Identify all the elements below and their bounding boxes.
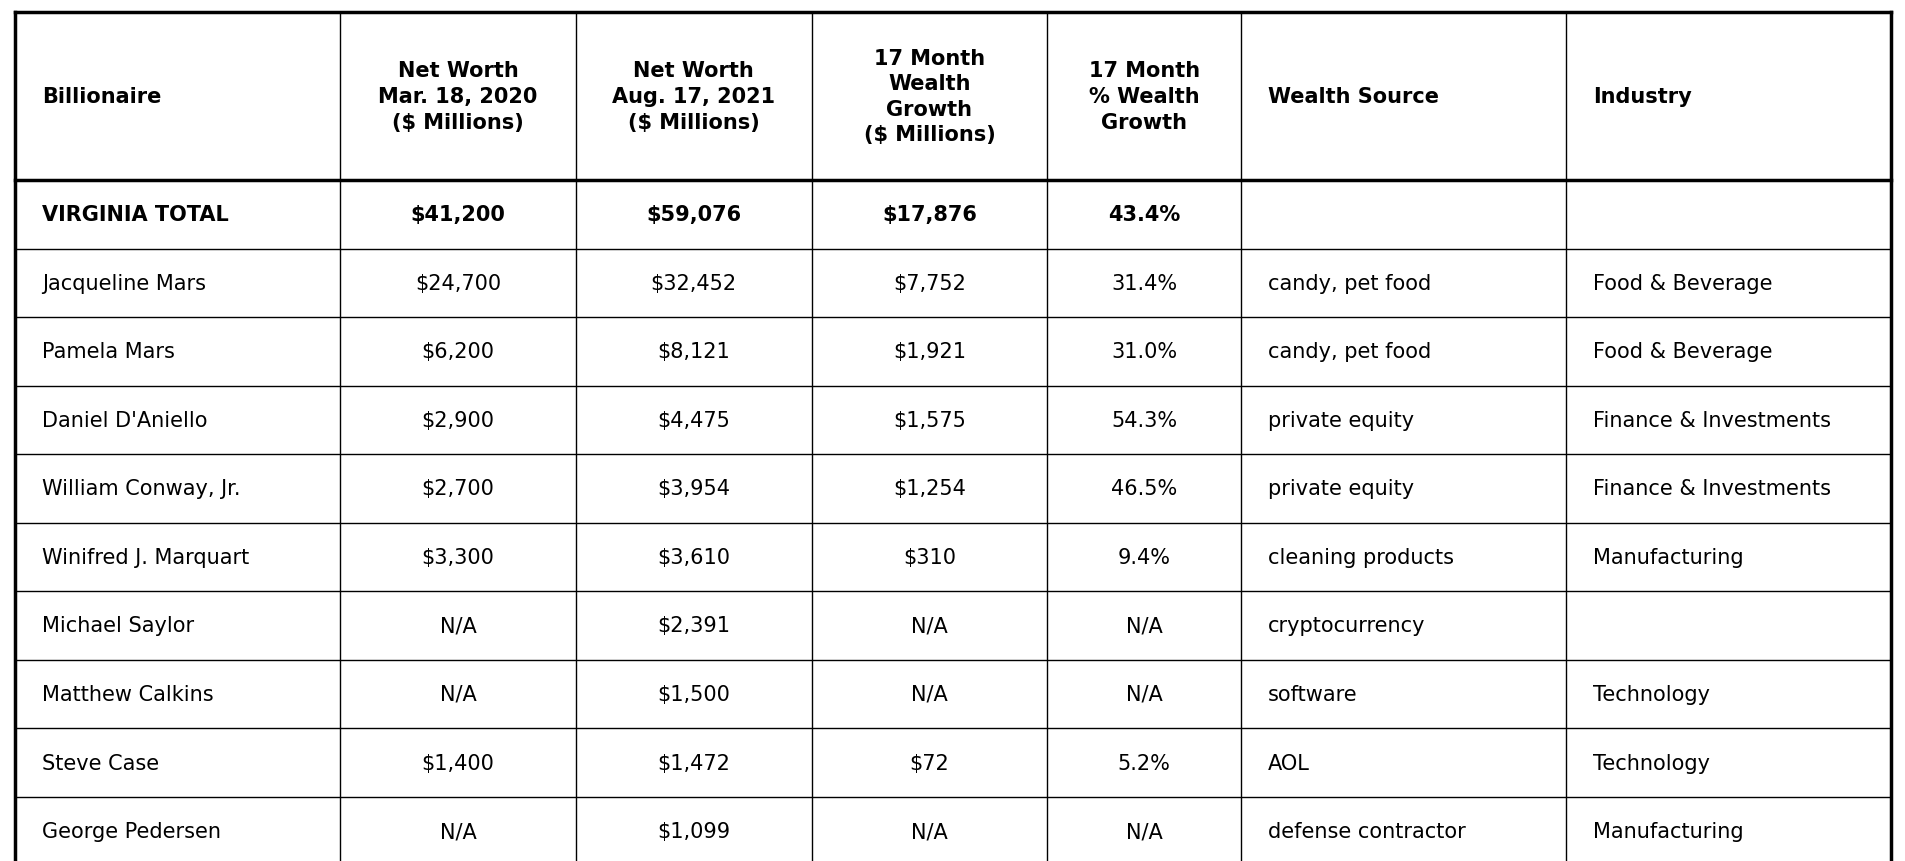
- Text: $3,954: $3,954: [657, 479, 730, 499]
- Text: $3,610: $3,610: [657, 548, 730, 567]
- Text: $310: $310: [903, 548, 956, 567]
- Text: Steve Case: Steve Case: [42, 753, 158, 772]
- Text: cleaning products: cleaning products: [1267, 548, 1454, 567]
- Text: N/A: N/A: [1126, 821, 1162, 841]
- Text: Technology: Technology: [1593, 684, 1709, 704]
- Text: Industry: Industry: [1593, 87, 1690, 107]
- Text: Matthew Calkins: Matthew Calkins: [42, 684, 213, 704]
- Text: AOL: AOL: [1267, 753, 1309, 772]
- Text: N/A: N/A: [911, 616, 947, 635]
- Text: Finance & Investments: Finance & Investments: [1593, 411, 1829, 430]
- Text: $41,200: $41,200: [410, 205, 505, 225]
- Text: N/A: N/A: [1126, 616, 1162, 635]
- Text: $4,475: $4,475: [657, 411, 730, 430]
- Text: $72: $72: [909, 753, 949, 772]
- Text: 31.4%: 31.4%: [1111, 274, 1177, 294]
- Text: $1,254: $1,254: [893, 479, 966, 499]
- Text: $1,099: $1,099: [657, 821, 730, 841]
- Text: private equity: private equity: [1267, 479, 1414, 499]
- Text: 43.4%: 43.4%: [1107, 205, 1179, 225]
- Text: Manufacturing: Manufacturing: [1593, 548, 1743, 567]
- Text: N/A: N/A: [440, 616, 476, 635]
- Text: Manufacturing: Manufacturing: [1593, 821, 1743, 841]
- Text: 5.2%: 5.2%: [1116, 753, 1170, 772]
- Text: $32,452: $32,452: [650, 274, 737, 294]
- Text: Daniel D'Aniello: Daniel D'Aniello: [42, 411, 208, 430]
- Text: $24,700: $24,700: [415, 274, 501, 294]
- Text: VIRGINIA TOTAL: VIRGINIA TOTAL: [42, 205, 229, 225]
- Text: candy, pet food: candy, pet food: [1267, 274, 1431, 294]
- Text: $2,900: $2,900: [421, 411, 493, 430]
- Text: 54.3%: 54.3%: [1111, 411, 1177, 430]
- Text: $7,752: $7,752: [893, 274, 966, 294]
- Text: $17,876: $17,876: [882, 205, 977, 225]
- Text: N/A: N/A: [1126, 684, 1162, 704]
- Text: N/A: N/A: [911, 821, 947, 841]
- Text: 46.5%: 46.5%: [1111, 479, 1177, 499]
- Text: N/A: N/A: [440, 684, 476, 704]
- Text: Finance & Investments: Finance & Investments: [1593, 479, 1829, 499]
- Text: William Conway, Jr.: William Conway, Jr.: [42, 479, 240, 499]
- Text: Michael Saylor: Michael Saylor: [42, 616, 194, 635]
- Text: candy, pet food: candy, pet food: [1267, 342, 1431, 362]
- Text: N/A: N/A: [911, 684, 947, 704]
- Text: 9.4%: 9.4%: [1116, 548, 1170, 567]
- Text: George Pedersen: George Pedersen: [42, 821, 221, 841]
- Text: $6,200: $6,200: [421, 342, 493, 362]
- Text: N/A: N/A: [440, 821, 476, 841]
- Text: 17 Month
Wealth
Growth
($ Millions): 17 Month Wealth Growth ($ Millions): [863, 48, 994, 146]
- Text: defense contractor: defense contractor: [1267, 821, 1465, 841]
- Text: $1,921: $1,921: [892, 342, 966, 362]
- Text: Net Worth
Mar. 18, 2020
($ Millions): Net Worth Mar. 18, 2020 ($ Millions): [377, 61, 537, 133]
- Text: Pamela Mars: Pamela Mars: [42, 342, 175, 362]
- Text: Food & Beverage: Food & Beverage: [1593, 342, 1772, 362]
- Text: $2,700: $2,700: [421, 479, 493, 499]
- Text: $2,391: $2,391: [657, 616, 730, 635]
- Text: Wealth Source: Wealth Source: [1267, 87, 1438, 107]
- Text: $59,076: $59,076: [646, 205, 741, 225]
- Text: $1,575: $1,575: [893, 411, 966, 430]
- Text: Net Worth
Aug. 17, 2021
($ Millions): Net Worth Aug. 17, 2021 ($ Millions): [612, 61, 775, 133]
- Text: Billionaire: Billionaire: [42, 87, 162, 107]
- Text: Jacqueline Mars: Jacqueline Mars: [42, 274, 206, 294]
- Text: 31.0%: 31.0%: [1111, 342, 1177, 362]
- Text: $8,121: $8,121: [657, 342, 730, 362]
- Text: $1,472: $1,472: [657, 753, 730, 772]
- Text: 17 Month
% Wealth
Growth: 17 Month % Wealth Growth: [1088, 61, 1198, 133]
- Text: private equity: private equity: [1267, 411, 1414, 430]
- Text: cryptocurrency: cryptocurrency: [1267, 616, 1425, 635]
- Text: Food & Beverage: Food & Beverage: [1593, 274, 1772, 294]
- Text: $1,400: $1,400: [421, 753, 493, 772]
- Text: $1,500: $1,500: [657, 684, 730, 704]
- Text: Winifred J. Marquart: Winifred J. Marquart: [42, 548, 250, 567]
- Text: software: software: [1267, 684, 1356, 704]
- Text: Technology: Technology: [1593, 753, 1709, 772]
- Text: $3,300: $3,300: [421, 548, 493, 567]
